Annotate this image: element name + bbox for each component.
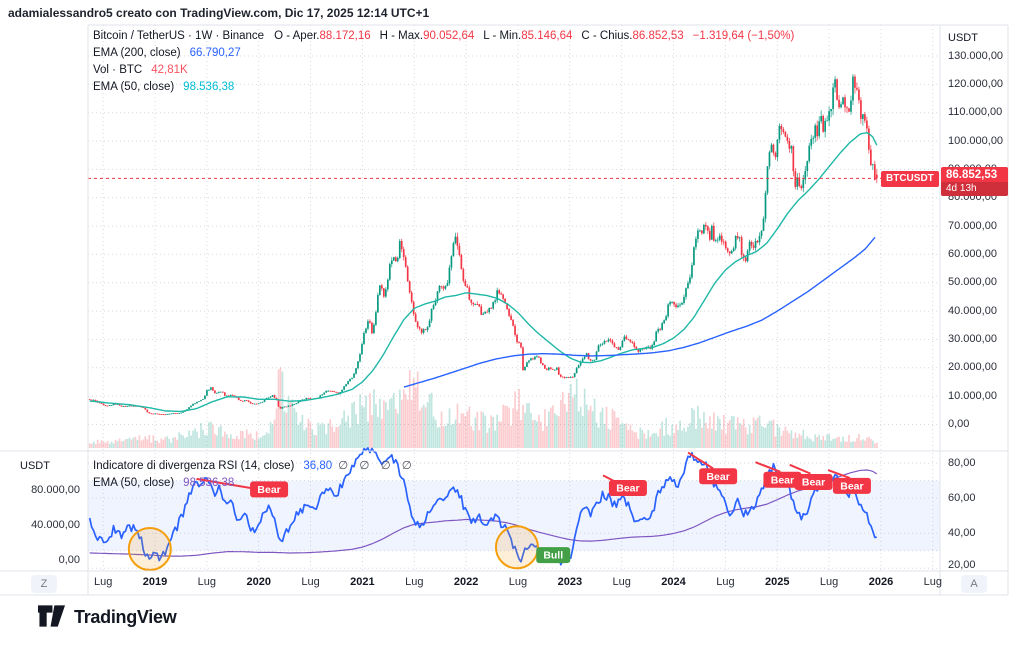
last-price-symbol-badge: BTCUSDT: [881, 171, 939, 187]
tradingview-logo-icon: [38, 605, 65, 627]
rsi-indicator-title: Indicatore di divergenza RSI (14, close): [93, 460, 295, 472]
last-price-value: 86.852,53: [946, 169, 998, 181]
rsi-ema-row[interactable]: EMA (50, close) 98.536,38: [93, 475, 416, 492]
low-label: L - Min.: [483, 30, 522, 42]
close-label: C - Chius.: [581, 30, 633, 42]
svg-text:Bear: Bear: [802, 477, 825, 489]
left-axis-currency[interactable]: USDT: [20, 460, 50, 472]
volume-value: 42,81K: [151, 64, 188, 76]
ema50-row[interactable]: EMA (50, close) 98.536,38: [93, 79, 794, 96]
svg-text:Bear: Bear: [706, 471, 729, 483]
svg-text:Bear: Bear: [616, 482, 639, 494]
attribution-text: adamialessandro5 creato con TradingView.…: [8, 6, 430, 20]
price-scale[interactable]: [940, 25, 1008, 571]
rsi-indicator-row[interactable]: Indicatore di divergenza RSI (14, close)…: [93, 458, 416, 475]
rsi-ema-value: 98.536,38: [183, 477, 235, 489]
price-axis-currency[interactable]: USDT: [948, 32, 978, 44]
open-value: 88.172,16: [319, 30, 371, 42]
main-chart-legend: Bitcoin / TetherUS · 1W · Binance O - Ape…: [93, 28, 794, 96]
ema200-row[interactable]: EMA (200, close) 66.790,27: [93, 45, 794, 62]
close-value: 86.852,53: [632, 30, 684, 42]
svg-text:Bear: Bear: [257, 484, 280, 496]
chart-canvas[interactable]: Bear Bear Bear Bear Bear Bear Bull: [0, 0, 1024, 600]
rsi-flags: ∅ ∅ ∅ ∅: [338, 460, 416, 472]
volume-label: Vol · BTC: [93, 64, 143, 76]
svg-text:Bear: Bear: [840, 480, 863, 492]
auto-scale-button[interactable]: A: [961, 575, 987, 593]
ema50-value: 98.536,38: [183, 81, 235, 93]
bar-countdown: 4d 13h: [941, 182, 1008, 196]
low-value: 85.146,64: [521, 30, 573, 42]
svg-text:Bear: Bear: [771, 474, 794, 486]
last-price-axis-label: 86.852,53 4d 13h: [941, 167, 1008, 196]
volume-row[interactable]: Vol · BTC 42,81K: [93, 62, 794, 79]
tradingview-brand[interactable]: TradingView: [38, 605, 177, 629]
symbol-title[interactable]: Bitcoin / TetherUS · 1W · Binance: [93, 30, 265, 42]
change-value: −1.319,64 (−1,50%): [692, 30, 795, 42]
high-label: H - Max.: [379, 30, 424, 42]
svg-text:Bull: Bull: [543, 550, 563, 562]
ema200-value: 66.790,27: [189, 47, 241, 59]
ema200-label: EMA (200, close): [93, 47, 181, 59]
rsi-value: 36,80: [303, 460, 333, 472]
timezone-button[interactable]: Z: [31, 575, 57, 593]
symbol-row[interactable]: Bitcoin / TetherUS · 1W · Binance O - Ape…: [93, 28, 794, 45]
high-value: 90.052,64: [423, 30, 475, 42]
open-label: O - Aper.: [274, 30, 320, 42]
time-scale[interactable]: [88, 571, 940, 595]
ema50-label: EMA (50, close): [93, 81, 175, 93]
rsi-ema-label: EMA (50, close): [93, 477, 175, 489]
tradingview-brand-name: TradingView: [74, 606, 177, 627]
rsi-pane-legend: Indicatore di divergenza RSI (14, close)…: [93, 458, 416, 492]
